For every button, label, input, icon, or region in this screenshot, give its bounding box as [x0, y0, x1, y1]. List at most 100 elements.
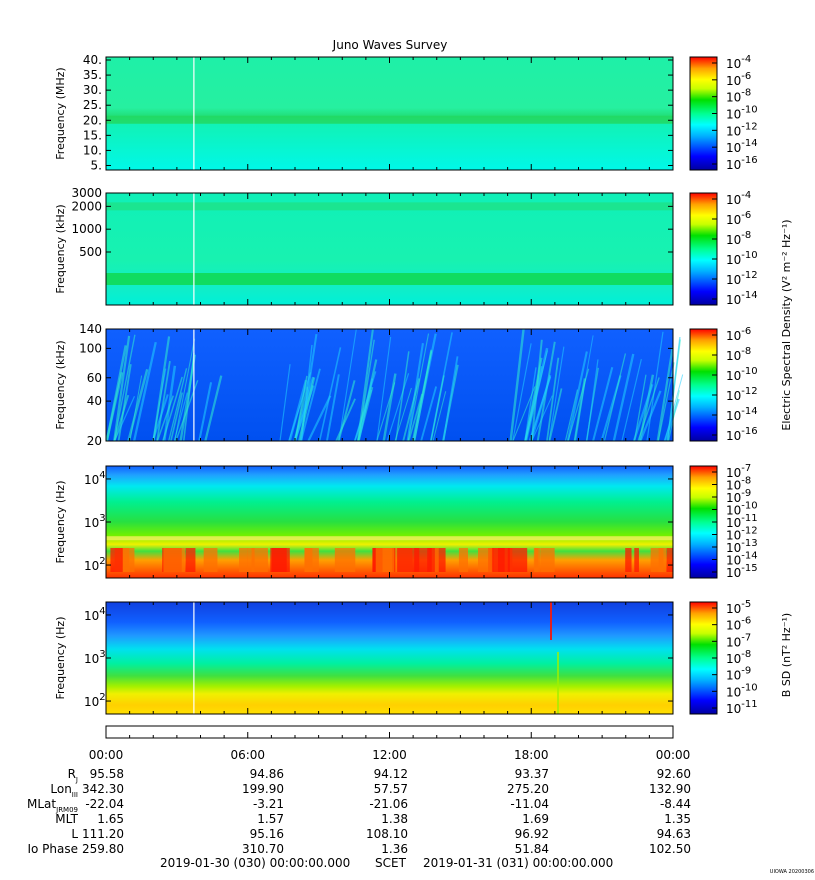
colorbar-tick-label: 10-12	[726, 121, 758, 138]
low-frequency-emission	[304, 548, 313, 572]
ephemeris-value: 1.38	[381, 812, 408, 826]
colorbar-tick-label: 10-14	[726, 138, 758, 155]
colorbar-tick-label: 10-10	[726, 682, 758, 699]
emission-streak	[546, 357, 560, 442]
time-tick-label: 00:00	[89, 748, 124, 762]
emission-streak	[420, 386, 438, 442]
emission-streak	[179, 354, 197, 442]
ephemeris-value: 57.57	[374, 782, 408, 796]
emission-streak	[300, 368, 321, 442]
ephemeris-value: 111.20	[82, 827, 124, 841]
colorbar-tick-label: 10-12	[726, 386, 758, 403]
low-frequency-emission	[247, 548, 255, 572]
emission-streak	[152, 336, 171, 442]
low-frequency-emission	[491, 548, 510, 572]
emission-streak	[395, 351, 410, 442]
low-frequency-emission	[625, 548, 632, 572]
footer: 2019-01-30 (030) 00:00:00.000 SCET 2019-…	[160, 856, 613, 870]
colorbar-tick-label: 10-14	[726, 551, 758, 568]
spectrogram-panels: 5.10.15.20.25.30.35.40. Frequency (MHz) 10…	[54, 53, 758, 716]
low-frequency-emission	[397, 548, 420, 572]
emission-streak	[132, 341, 157, 442]
low-frequency-emission	[634, 548, 639, 572]
time-tick-label: 00:00	[656, 748, 691, 762]
spectrogram-2	[106, 193, 673, 305]
low-frequency-emission	[239, 548, 248, 572]
emission-streak	[509, 328, 525, 442]
ephemeris-table: RJ 95.58 94.86 94.12 93.37 92.60 LonIII 342.30 1…	[27, 767, 691, 856]
y-tick-label: 100	[79, 341, 102, 355]
colorbar-tick-label: 10-15	[726, 563, 758, 580]
low-frequency-emission	[434, 548, 446, 572]
emission-streak	[633, 374, 647, 442]
footer-start-time: 2019-01-30 (030) 00:00:00.000	[160, 856, 350, 870]
y-tick-label: 30.	[83, 83, 102, 97]
ephemeris-value: -22.04	[85, 797, 124, 811]
colorbar-tick-label: 10-12	[726, 270, 758, 287]
ephemeris-value: 94.86	[250, 767, 284, 781]
colorbar-3	[689, 328, 718, 442]
emission-streak	[113, 334, 136, 442]
ephemeris-value: 259.80	[82, 842, 124, 856]
colorbar-tick-label: 10-8	[726, 346, 751, 363]
colorbar-tick-label: 10-11	[726, 699, 758, 716]
y-tick-label: 500	[79, 245, 102, 259]
ephemeris-value: 92.60	[657, 767, 691, 781]
emission-streak	[407, 393, 423, 442]
emission-streak	[198, 382, 213, 442]
y-tick-label: 40	[87, 394, 102, 408]
low-frequency-emission	[270, 548, 287, 572]
emission-streak	[105, 345, 127, 442]
emission-streak	[156, 395, 174, 442]
colorbar-tick-label: 10-14	[726, 406, 758, 423]
y-tick-label: 20	[87, 434, 102, 448]
ephemeris-label: LonIII	[50, 782, 78, 799]
ephemeris-value: -21.06	[369, 797, 408, 811]
y-tick-label: 25.	[83, 98, 102, 112]
low-frequency-emission	[375, 548, 395, 572]
y-tick-label: 102	[84, 692, 106, 709]
ephemeris-value: 199.90	[242, 782, 284, 796]
y-axis-label: Frequency (kHz)	[54, 340, 67, 429]
emission-streak	[174, 338, 196, 442]
emission-streak	[407, 333, 430, 442]
emission-streak	[621, 358, 642, 442]
emission-streak	[646, 331, 664, 442]
emission-streak	[402, 378, 421, 442]
y-tick-label: 103	[84, 513, 106, 530]
ephemeris-value: 275.20	[507, 782, 549, 796]
time-tick-label: 06:00	[230, 748, 265, 762]
y-axis-label: Frequency (MHz)	[54, 67, 67, 159]
emission-streak	[294, 375, 308, 442]
ephemeris-value: -11.04	[510, 797, 549, 811]
colorbar-tick-label: 10-12	[726, 526, 758, 543]
colorbar-tick-label: 10-10	[726, 501, 758, 518]
y-tick-label: 15.	[83, 128, 102, 142]
colorbar-tick-label: 10-6	[726, 326, 751, 343]
emission-streak	[430, 375, 445, 442]
y-tick-label: 103	[84, 649, 106, 666]
watermark: UIOWA 20200306	[770, 869, 814, 875]
y-tick-label: 140	[79, 322, 102, 336]
low-frequency-emission	[334, 548, 356, 572]
ephemeris-label: RJ	[68, 767, 78, 784]
emission-streak	[376, 382, 396, 442]
emission-streak	[432, 391, 447, 442]
y-axis-label: Frequency (Hz)	[54, 617, 67, 700]
emission-streak	[524, 367, 537, 442]
ephemeris-label: MLT	[55, 812, 78, 826]
emission-streak	[548, 388, 563, 442]
colorbar-tick-label: 10-6	[726, 71, 751, 88]
footer-frame: SCET	[375, 856, 407, 870]
emission-streak	[612, 353, 635, 442]
emission-streak	[592, 366, 614, 442]
low-frequency-emission	[507, 548, 528, 572]
emission-streak	[113, 394, 130, 442]
emission-streak	[656, 347, 674, 442]
y-tick-label: 60	[87, 371, 102, 385]
low-frequency-emission	[110, 548, 123, 572]
emission-streak	[337, 380, 356, 442]
low-frequency-emission	[203, 548, 218, 572]
